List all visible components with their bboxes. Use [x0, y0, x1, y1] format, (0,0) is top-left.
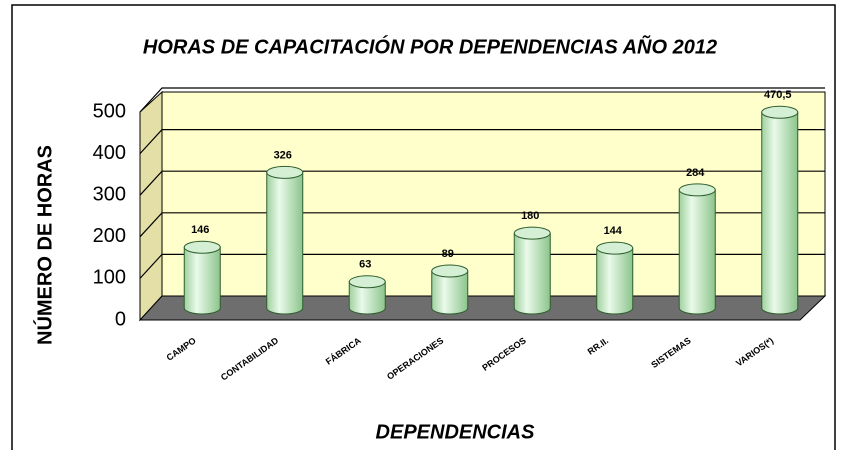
bar — [761, 105, 799, 315]
value-label: 144 — [604, 225, 623, 237]
y-tick-label: 200 — [93, 225, 126, 247]
floor — [138, 295, 827, 321]
value-label: 284 — [686, 167, 705, 179]
grid-line — [139, 87, 825, 113]
bar — [348, 275, 386, 315]
value-label: 326 — [274, 149, 292, 161]
back-wall — [161, 91, 826, 297]
side-wall — [139, 90, 163, 322]
grid-line — [139, 129, 825, 155]
y-tick-label: 400 — [93, 142, 126, 164]
bar — [431, 264, 469, 315]
y-tick-label: 300 — [93, 183, 126, 205]
bar — [513, 226, 551, 315]
value-label: 89 — [442, 248, 454, 260]
value-label: 180 — [521, 210, 539, 222]
bar — [183, 240, 221, 315]
y-axis-label: NÚMERO DE HORAS — [32, 145, 56, 345]
grid-line — [139, 170, 825, 196]
y-tick-label: 500 — [93, 100, 126, 122]
x-axis-label: DEPENDENCIAS — [376, 421, 536, 443]
y-tick-label: 0 — [115, 308, 126, 330]
chart-title: HORAS DE CAPACITACIÓN POR DEPENDENCIAS A… — [143, 34, 717, 58]
bar — [596, 241, 634, 315]
value-label: 63 — [359, 259, 371, 271]
bar — [678, 183, 716, 315]
y-tick-label: 100 — [93, 267, 126, 289]
grid-line — [139, 212, 825, 238]
bar — [266, 165, 304, 315]
value-label: 146 — [191, 224, 209, 236]
value-label: 470,5 — [764, 89, 792, 101]
